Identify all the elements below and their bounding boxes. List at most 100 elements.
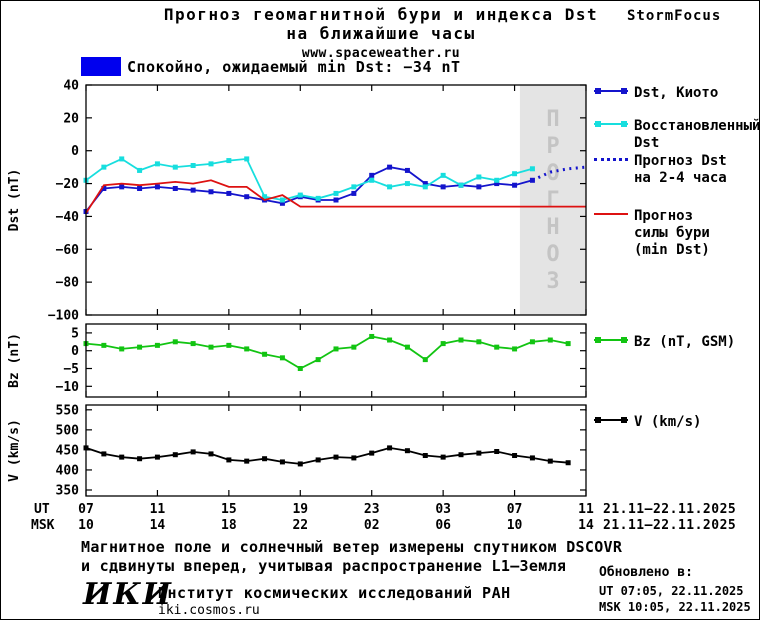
restored-dst-marker: [476, 174, 482, 180]
bz-marker: [529, 339, 535, 345]
y-tick-label: −80: [56, 276, 80, 291]
dst-kyoto-marker: [387, 164, 393, 170]
legend-entry-bz: Bz (nT, GSM): [594, 334, 759, 351]
legend-entry-dst-kyoto: Dst, Киото: [594, 85, 759, 102]
bz-marker: [369, 333, 375, 339]
v-marker: [547, 458, 553, 464]
ut-axis-row: UT 21.11—22.11.2025 07 11 15 19 23 03 07 11: [1, 502, 759, 518]
bz-marker: [387, 337, 393, 343]
status-swatch: [81, 57, 121, 76]
msk-label: MSK: [31, 518, 55, 533]
x-tick-label: 14: [578, 518, 594, 533]
y-tick-label: 0: [71, 144, 79, 159]
bz-marker: [226, 342, 232, 348]
forecast-dst-line-sample: [594, 156, 628, 166]
bz-panel: 5 0 −5 −10 Bz (nT): [7, 323, 587, 398]
bz-marker: [476, 339, 482, 345]
restored-dst-marker: [369, 177, 375, 183]
legend-label-dst-kyoto: Dst, Киото: [634, 85, 719, 101]
ut-label: UT: [34, 502, 50, 517]
x-tick-label: 07: [78, 502, 94, 517]
bz-marker: [351, 344, 357, 350]
dst-kyoto-marker: [119, 184, 125, 190]
v-marker: [512, 453, 518, 459]
legend-label-storm-forecast: Прогноз силы бури (min Dst): [634, 208, 710, 258]
v-marker: [119, 454, 125, 460]
bz-line: [85, 335, 569, 370]
dst-kyoto-marker: [404, 167, 410, 173]
v-marker: [226, 457, 232, 463]
v-marker: [137, 456, 143, 462]
plot-frame: [85, 404, 587, 497]
bz-marker: [101, 342, 107, 348]
y-axis-label: Bz (nT): [7, 333, 22, 388]
restored-dst-line: [85, 157, 533, 201]
institute-name: Институт космических исследований РАН: [158, 584, 511, 602]
v-marker: [172, 452, 178, 458]
dst-kyoto-line-sample: [594, 88, 628, 98]
restored-dst-marker: [315, 195, 321, 201]
legend-label-forecast-dst: Прогноз Dst на 2-4 часа: [634, 153, 727, 186]
brand-label: StormFocus: [627, 8, 722, 24]
x-tick-label: 15: [221, 502, 237, 517]
legend-marker: [595, 121, 601, 127]
x-tick-label: 10: [78, 518, 94, 533]
legend-marker: [621, 417, 627, 423]
bz-marker: [494, 344, 500, 350]
bz-line-sample: [594, 337, 628, 347]
msk-date-range: 21.11—22.11.2025: [603, 518, 737, 533]
x-tick-label: 19: [292, 502, 309, 517]
restored-dst-marker: [137, 167, 143, 173]
y-tick-label: 350: [56, 483, 80, 498]
restored-dst-marker: [154, 161, 160, 167]
x-tick-label: 03: [435, 502, 451, 517]
updated-ut: UT 07:05, 22.11.2025: [599, 584, 744, 598]
y-tick-label: 5: [71, 326, 79, 341]
y-tick-label: 40: [63, 79, 79, 94]
v-marker: [422, 453, 428, 459]
v-marker: [244, 458, 250, 464]
v-marker: [333, 454, 339, 460]
legend-label-v: V (km/s): [634, 414, 702, 430]
y-tick-label: −100: [48, 309, 79, 324]
footer-note-line1: Магнитное поле и солнечный ветер измерен…: [81, 538, 623, 556]
legend-marker: [595, 337, 601, 343]
dst-kyoto-marker: [137, 186, 143, 191]
iki-logo: ИКИ: [83, 577, 173, 612]
legend-label-bz: Bz (nT, GSM): [634, 334, 736, 350]
restored-dst-marker: [226, 158, 232, 164]
y-tick-label: 20: [63, 111, 79, 126]
y-tick-label: 400: [56, 463, 80, 478]
v-marker: [208, 451, 214, 457]
y-axis-label: V (km/s): [7, 419, 22, 482]
v-line: [85, 446, 569, 465]
bz-marker: [315, 357, 321, 363]
v-marker: [476, 450, 482, 456]
bz-marker: [262, 351, 268, 357]
dst-kyoto-marker: [369, 172, 375, 178]
dst-kyoto-marker: [422, 181, 428, 187]
y-tick-label: −20: [56, 177, 80, 192]
bz-marker: [547, 337, 553, 343]
v-marker: [529, 455, 535, 461]
x-tick-label: 02: [363, 518, 380, 533]
dst-kyoto-marker: [208, 189, 214, 195]
forecast-region-letter: Р: [546, 134, 559, 159]
updated-msk: MSK 10:05, 22.11.2025: [599, 600, 751, 614]
bz-marker: [190, 341, 196, 347]
forecast-region-letter: Г: [546, 188, 559, 213]
dst-kyoto-line: [85, 166, 533, 213]
forecast-region-letter: З: [546, 269, 559, 294]
y-tick-label: −60: [56, 243, 80, 258]
v-marker: [190, 449, 196, 455]
dst-kyoto-marker: [226, 190, 232, 196]
bz-marker: [208, 344, 214, 350]
title-block: Прогноз геомагнитной бури и индекса Dst …: [101, 5, 661, 61]
legend-entry-forecast-dst: Прогноз Dst на 2-4 часа: [594, 153, 759, 187]
v-marker: [458, 452, 464, 458]
bz-marker: [297, 366, 303, 372]
legend-label-restored-dst: Восстановленный Dst: [634, 118, 760, 151]
restored-dst-marker: [119, 156, 125, 162]
y-tick-label: 500: [56, 423, 80, 438]
bz-marker: [279, 355, 285, 361]
